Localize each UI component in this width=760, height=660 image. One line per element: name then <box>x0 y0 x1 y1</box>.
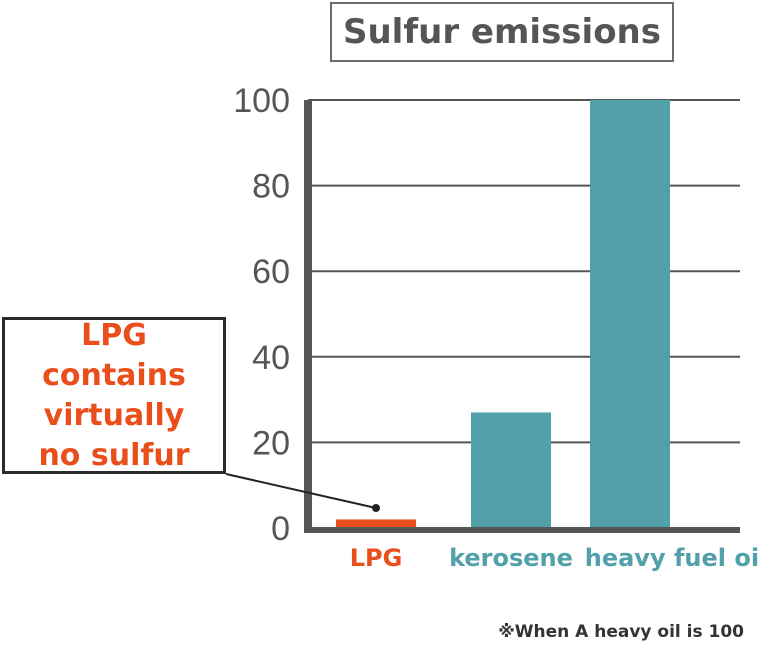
x-tick-label: kerosene <box>449 544 573 572</box>
chart-title: Sulfur emissions <box>342 12 662 52</box>
y-tick-label: 20 <box>252 424 290 462</box>
y-tick-label: 100 <box>233 82 290 120</box>
x-tick-label: heavy fuel oil <box>585 544 760 572</box>
y-tick-label: 0 <box>271 510 290 548</box>
callout-line-3: no sulfur <box>38 437 190 473</box>
callout-leader-dot <box>372 504 380 512</box>
callout-leader-line <box>225 473 377 509</box>
gridlines <box>308 99 740 444</box>
bar-2 <box>590 100 670 528</box>
chart-title-box: Sulfur emissions <box>330 2 674 62</box>
footnote: ※When A heavy oil is 100 <box>498 622 744 642</box>
y-tick-label: 80 <box>252 168 290 206</box>
callout-box: LPG contains virtually no sulfur <box>2 317 226 474</box>
callout-line-1: LPG contains <box>42 317 186 393</box>
callout-line-2: virtually <box>43 397 185 433</box>
bar-1 <box>471 412 551 528</box>
x-axis-labels: LPG kerosene heavy fuel oil <box>350 544 760 572</box>
x-tick-label: LPG <box>350 544 403 572</box>
y-axis-ticks: 0 20 40 60 80 100 <box>233 82 290 548</box>
y-tick-label: 40 <box>252 339 290 377</box>
bar-0 <box>336 519 416 528</box>
bars <box>336 100 670 528</box>
y-tick-label: 60 <box>252 253 290 291</box>
